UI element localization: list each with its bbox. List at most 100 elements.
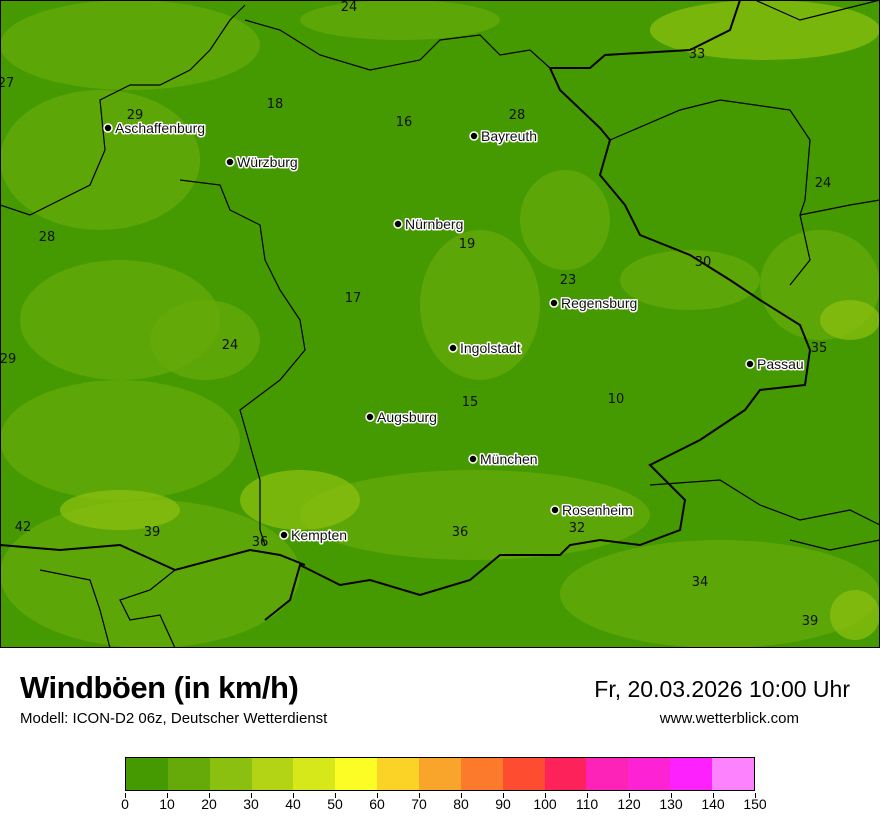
city-label: Nürnberg <box>405 216 463 232</box>
city-label: Kempten <box>291 527 347 543</box>
gust-patch <box>0 0 260 90</box>
city-label: Würzburg <box>237 154 298 170</box>
legend-tick-mark <box>503 793 504 798</box>
legend-swatch <box>628 758 671 790</box>
legend-tick-label: 40 <box>285 796 301 812</box>
gust-patch <box>830 590 880 640</box>
gust-patch <box>560 540 880 648</box>
legend-tick-label: 140 <box>701 796 725 812</box>
gust-patch <box>520 170 610 270</box>
legend-tick-label: 80 <box>453 796 469 812</box>
legend-tick-label: 120 <box>617 796 641 812</box>
city-münchen: München <box>468 450 539 469</box>
city-dot <box>103 123 113 133</box>
gust-patch <box>150 300 260 380</box>
legend-tick-mark <box>461 793 462 798</box>
state-border <box>39 0 880 648</box>
gust-value-label: 24 <box>815 176 832 191</box>
gust-value-label: 23 <box>560 273 577 288</box>
city-dot <box>549 298 559 308</box>
legend-tick-mark <box>377 793 378 798</box>
legend-swatch <box>544 758 587 790</box>
legend-tick-label: 110 <box>575 796 599 812</box>
legend-tick-label: 10 <box>159 796 175 812</box>
gust-value-label: 36 <box>252 535 269 550</box>
legend-tick-mark <box>713 793 714 798</box>
gust-patch <box>60 490 180 530</box>
legend-swatch <box>293 758 336 790</box>
legend-tick-label: 150 <box>743 796 767 812</box>
website-link[interactable]: www.wetterblick.com <box>659 710 799 727</box>
city-nürnberg: Nürnberg <box>393 215 465 234</box>
city-würzburg: Würzburg <box>225 153 299 172</box>
city-label: Aschaffenburg <box>115 120 205 136</box>
legend-swatch <box>712 758 754 790</box>
legend-swatch <box>335 758 378 790</box>
gust-value-label: 10 <box>608 392 625 407</box>
gust-patch <box>620 250 760 310</box>
gust-value-label: 39 <box>144 525 161 540</box>
city-dot <box>550 505 560 515</box>
city-dot <box>745 359 755 369</box>
legend-tick-mark <box>671 793 672 798</box>
legend-tick-mark <box>587 793 588 798</box>
forecast-datetime: Fr, 20.03.2026 10:00 Uhr <box>594 676 850 702</box>
legend-tick-mark <box>545 793 546 798</box>
city-label: Passau <box>757 356 804 372</box>
legend-tick-label: 30 <box>243 796 259 812</box>
gust-patch <box>300 0 500 40</box>
legend-swatch <box>460 758 503 790</box>
legend-tick-mark <box>251 793 252 798</box>
wind-gust-map: 24 27 29 18 16 28 33 24 28 19 23 30 17 24 29 35 15 10 42 39… <box>0 0 880 648</box>
city-augsburg: Augsburg <box>365 408 438 427</box>
gust-patch <box>0 90 200 230</box>
country-border <box>550 0 741 69</box>
city-aschaffenburg: Aschaffenburg <box>103 119 207 138</box>
city-bayreuth: Bayreuth <box>469 127 539 146</box>
map-title: Windböen (in km/h) <box>20 670 299 705</box>
legend-swatch <box>209 758 252 790</box>
legend-swatch <box>126 758 168 790</box>
city-label: München <box>480 451 538 467</box>
gust-patch <box>0 500 300 648</box>
legend-tick-mark <box>335 793 336 798</box>
gust-value-label: 36 <box>452 525 469 540</box>
city-kempten: Kempten <box>279 526 349 545</box>
legend-tick-mark <box>755 793 756 798</box>
gust-patch <box>240 470 360 530</box>
city-label: Regensburg <box>561 295 637 311</box>
city-label: Ingolstadt <box>460 340 521 356</box>
value-labels: 24 27 29 18 16 28 33 24 28 19 23 30 17 24 29 35 15 10 42 39… <box>0 0 831 629</box>
legend-tick-mark <box>209 793 210 798</box>
legend-ticks: 0 10 20 30 40 50 60 70 80 90 100 110 120 130 140 150 <box>121 793 767 823</box>
gust-value-label: 17 <box>345 291 362 306</box>
legend-tick-label: 100 <box>533 796 557 812</box>
city-dot <box>365 412 375 422</box>
city-dot <box>469 131 479 141</box>
legend-tick-label: 0 <box>121 796 129 812</box>
legend-swatch <box>251 758 294 790</box>
legend-tick-mark <box>167 793 168 798</box>
gust-value-label: 18 <box>267 97 284 112</box>
gust-value-label: 19 <box>459 237 476 252</box>
legend-swatch <box>419 758 461 790</box>
gust-patch <box>0 380 240 500</box>
gust-patch <box>420 230 540 380</box>
legend-tick-label: 70 <box>411 796 427 812</box>
gust-value-label: 24 <box>222 338 239 353</box>
gust-value-label: 28 <box>509 108 526 123</box>
city-dot <box>448 343 458 353</box>
legend-swatch <box>670 758 713 790</box>
gust-value-label: 34 <box>692 575 709 590</box>
legend-tick-mark <box>293 793 294 798</box>
gust-value-label: 33 <box>689 47 706 62</box>
city-label: Bayreuth <box>481 128 537 144</box>
legend-tick-label: 90 <box>495 796 511 812</box>
model-source: Modell: ICON-D2 06z, Deutscher Wetterdie… <box>20 710 328 727</box>
city-dot <box>468 454 478 464</box>
city-dot <box>225 157 235 167</box>
gust-patches <box>0 0 880 648</box>
gust-patch <box>650 0 880 60</box>
legend-swatch <box>167 758 210 790</box>
state-border <box>0 4 551 546</box>
